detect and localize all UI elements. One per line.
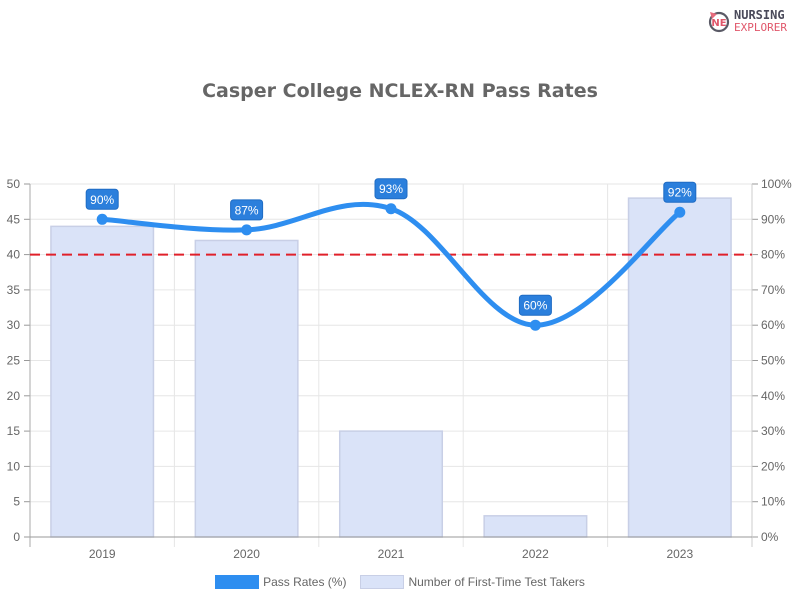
chart-legend: Pass Rates (%) Number of First-Time Test… — [0, 575, 800, 589]
right-axis-tick-label: 10% — [761, 495, 785, 509]
right-axis-tick-label: 60% — [761, 318, 785, 332]
right-axis-tick-label: 40% — [761, 389, 785, 403]
bar-2020[interactable] — [194, 239, 299, 538]
left-axis-tick-label: 15 — [7, 424, 21, 438]
left-axis-tick-label: 30 — [7, 318, 21, 332]
chart-title: Casper College NCLEX-RN Pass Rates — [202, 80, 598, 102]
x-axis-tick-label: 2022 — [522, 547, 549, 561]
right-axis-tick-label: 50% — [761, 354, 785, 368]
pass-rate-line — [99, 201, 683, 328]
data-label-box — [518, 294, 552, 316]
test-takers-swatch-icon — [360, 575, 405, 589]
x-axis-tick-label: 2019 — [89, 547, 116, 561]
right-axis-tick-label: 80% — [761, 248, 785, 262]
data-label-2023: 92% — [668, 186, 692, 200]
left-axis-tick-label: 25 — [7, 354, 21, 368]
data-label-box — [85, 188, 119, 210]
nursing-explorer-logo[interactable]: NE NURSING EXPLORER — [708, 6, 798, 36]
right-axis-tick-label: 90% — [761, 212, 785, 226]
left-axis-tick-label: 10 — [7, 459, 21, 473]
pass-rate-point-2019[interactable] — [96, 213, 108, 225]
left-axis-tick-label: 35 — [7, 283, 21, 297]
right-axis-tick-label: 0% — [761, 530, 779, 544]
bar-2019[interactable] — [50, 225, 155, 538]
data-label-box — [374, 178, 408, 200]
left-axis-tick-label: 45 — [7, 212, 21, 226]
left-axis-tick-label: 40 — [7, 248, 21, 262]
pass-rates-swatch-icon — [215, 575, 260, 589]
data-label-2022: 60% — [523, 299, 547, 313]
logo-text-explorer: EXPLORER — [734, 21, 787, 34]
data-label-2021: 93% — [379, 182, 403, 196]
right-axis-tick-label: 100% — [761, 177, 792, 191]
x-axis-tick-label: 2023 — [666, 547, 693, 561]
bar-2021[interactable] — [338, 430, 444, 538]
legend-label-pass-rates: Pass Rates (%) — [263, 575, 347, 589]
pass-rate-point-2020[interactable] — [241, 224, 253, 236]
bar-2022[interactable] — [483, 515, 588, 538]
right-axis-tick-label: 70% — [761, 283, 785, 297]
legend-item-test-takers[interactable]: Number of First-Time Test Takers — [360, 575, 585, 589]
legend-label-test-takers: Number of First-Time Test Takers — [408, 575, 585, 589]
nursing-explorer-logo-icon: NE — [708, 11, 730, 33]
logo-text-nursing: NURSING — [734, 8, 785, 22]
left-axis-tick-label: 5 — [13, 495, 20, 509]
pass-rate-point-2022[interactable] — [529, 319, 541, 331]
right-axis-tick-label: 20% — [761, 459, 785, 473]
pass-rate-point-2023[interactable] — [674, 206, 686, 218]
x-axis-tick-label: 2020 — [233, 547, 260, 561]
data-label-box — [230, 199, 264, 221]
data-label-2019: 90% — [90, 193, 114, 207]
x-axis-tick-label: 2021 — [378, 547, 405, 561]
data-label-box — [663, 181, 697, 203]
pass-rate-point-2021[interactable] — [385, 203, 397, 215]
svg-text:NE: NE — [711, 18, 726, 29]
right-axis-tick-label: 30% — [761, 424, 785, 438]
legend-item-pass-rates[interactable]: Pass Rates (%) — [215, 575, 346, 589]
left-axis-tick-label: 0 — [13, 530, 20, 544]
data-label-2020: 87% — [235, 203, 259, 217]
left-axis-tick-label: 20 — [7, 389, 21, 403]
left-axis-tick-label: 50 — [7, 177, 21, 191]
